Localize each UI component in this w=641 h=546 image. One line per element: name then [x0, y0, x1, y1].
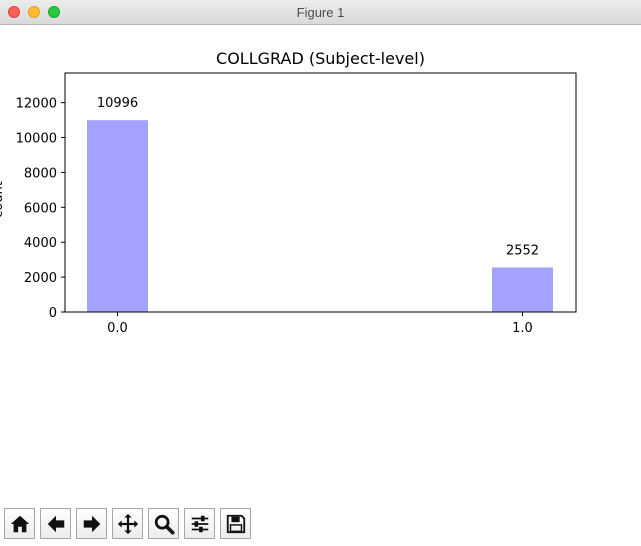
- y-axis-label: count: [0, 181, 6, 218]
- chart-title: COLLGRAD (Subject-level): [216, 49, 425, 68]
- back-button[interactable]: [40, 508, 71, 539]
- y-tick-label: 4000: [24, 236, 57, 251]
- y-tick-label: 2000: [24, 271, 57, 286]
- configure-subplots-button[interactable]: [184, 508, 215, 539]
- navigation-toolbar: [0, 505, 641, 546]
- floppy-disk-icon: [226, 514, 245, 533]
- move-icon: [117, 513, 138, 534]
- sliders-icon: [191, 515, 208, 532]
- x-tick-label: 1.0: [512, 321, 533, 336]
- x-tick-label: 0.0: [107, 321, 128, 336]
- y-tick-label: 6000: [24, 201, 57, 216]
- window-title: Figure 1: [296, 5, 345, 20]
- figure-canvas: COLLGRAD (Subject-level) 10996 2552 0 2000 40…: [0, 25, 641, 505]
- y-tick-label: 12000: [16, 97, 57, 112]
- y-tick-label: 8000: [24, 166, 57, 181]
- maximize-window-button[interactable]: [48, 6, 60, 18]
- home-button[interactable]: [4, 508, 35, 539]
- arrow-right-icon: [83, 515, 100, 532]
- close-window-button[interactable]: [8, 6, 20, 18]
- axes-frame: [64, 72, 577, 313]
- magnifier-icon: [154, 514, 175, 535]
- window-titlebar: Figure 1: [0, 0, 641, 25]
- bar-value-label: 10996: [97, 96, 138, 111]
- home-icon: [10, 515, 29, 532]
- bar: [492, 267, 553, 312]
- save-button[interactable]: [220, 508, 251, 539]
- bar-value-label: 2552: [506, 243, 539, 258]
- forward-button[interactable]: [76, 508, 107, 539]
- arrow-left-icon: [47, 515, 64, 532]
- minimize-window-button[interactable]: [28, 6, 40, 18]
- zoom-button[interactable]: [148, 508, 179, 539]
- y-tick-label: 0: [49, 306, 57, 321]
- bar: [87, 120, 148, 313]
- y-tick-label: 10000: [16, 132, 57, 147]
- bar-chart: COLLGRAD (Subject-level) 10996 2552 0 2000 40…: [0, 49, 577, 336]
- pan-button[interactable]: [112, 508, 143, 539]
